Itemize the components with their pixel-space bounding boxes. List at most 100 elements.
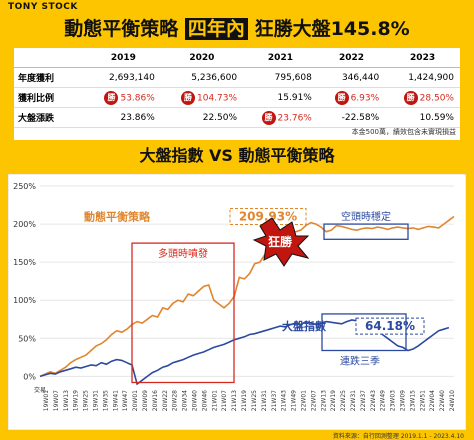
x-tick-label: 20W01 [132, 390, 139, 411]
x-tick-label: 20W28 [172, 390, 179, 411]
cell-value: 28.50% [419, 93, 454, 103]
y-tick-label: 250% [13, 182, 36, 191]
y-tick-label: 50% [18, 334, 36, 343]
x-tick-label: 23W03 [390, 390, 397, 411]
x-tick-label: 20W40 [192, 390, 199, 411]
page-title: 動態平衡策略 四年內 狂勝大盤145.8% [0, 14, 474, 41]
x-tick-label: 22W37 [360, 390, 367, 411]
x-tick-label: 21W25 [251, 390, 258, 411]
table-row: 獲利比例 勝 53.86% 勝 104.73% 15.91% 勝 6.93% 勝 28.… [14, 87, 460, 108]
table-cell: 5,236,600 [160, 67, 244, 88]
win-badge: 勝 [181, 90, 196, 105]
x-tick-label: 19W25 [83, 390, 90, 411]
table-header-row: 2019 2020 2021 2022 2023 [14, 48, 460, 68]
win-badge: 勝 [334, 90, 349, 105]
x-tick-label: 21W01 [211, 390, 218, 411]
table-corner [14, 48, 86, 68]
table-cell: 10.59% [385, 107, 460, 128]
table-cell: 22.50% [160, 107, 244, 128]
x-tick-label: 22W19 [330, 390, 337, 411]
cell-value: 6.93% [350, 93, 380, 103]
y-tick-label: 0% [23, 372, 36, 381]
table-cell: 795,608 [243, 67, 318, 88]
annotation-box [323, 223, 409, 240]
x-tick-label: 24W10 [449, 390, 456, 411]
x-tick-label: 19W41 [112, 390, 119, 411]
table-row: 年度獲利 2,693,140 5,236,600 795,608 346,440… [14, 67, 460, 88]
annotation-box [321, 313, 407, 352]
annotation-label: 連跌三季 [340, 354, 380, 367]
x-tick-label: 20W16 [152, 390, 159, 411]
table-cell: 勝 6.93% [317, 87, 386, 108]
x-tick-label: 22W01 [300, 390, 307, 411]
x-tick-label: 22W49 [380, 390, 387, 411]
final-value-box [355, 317, 425, 335]
x-tick-label: 20W22 [162, 390, 169, 411]
x-tick-label: 22W13 [320, 390, 327, 411]
y-tick-label: 100% [13, 296, 36, 305]
y-tick-label: 150% [13, 258, 36, 267]
x-tick-label: 19W19 [73, 390, 80, 411]
x-tick-label: 20W34 [182, 390, 189, 411]
x-tick-label: 19W35 [102, 390, 109, 411]
win-burst [252, 217, 310, 267]
win-badge: 勝 [261, 110, 276, 125]
chart-title: 大盤指數 VS 動態平衡策略 [139, 146, 335, 165]
x-tick-label: 19W13 [63, 390, 70, 411]
win-badge: 勝 [403, 90, 418, 105]
title-part-2: 狂勝大盤145.8% [254, 18, 410, 40]
x-tick-label: 21W19 [241, 390, 248, 411]
table-cell: 2,693,140 [86, 67, 161, 88]
y-tick-label: 200% [13, 220, 36, 229]
table-cell: 勝 28.50% [385, 87, 460, 108]
table-row: 大盤漲跌 23.86% 22.50% 勝 23.76% -22.58% 10.59… [14, 107, 460, 128]
x-tick-label: 21W07 [221, 390, 228, 411]
x-tick-label: 20W09 [142, 390, 149, 411]
year-header: 2020 [160, 48, 244, 68]
year-header: 2021 [243, 48, 318, 68]
table-cell: 勝 104.73% [160, 87, 244, 108]
x-tick-label: 19W31 [93, 390, 100, 411]
x-tick-label: 22W04 [429, 390, 436, 411]
x-tick-label: 23W09 [399, 390, 406, 411]
table-cell: 346,440 [317, 67, 386, 88]
x-tick-label: 19W07 [53, 390, 60, 411]
x-tick-label: 22W40 [439, 390, 446, 411]
annotation-label: 空頭時穩定 [341, 210, 391, 223]
table-note: 本金500萬，績效包含未實現損益 [351, 128, 456, 136]
x-tick-label: 21W31 [261, 390, 268, 411]
row-label: 獲利比例 [14, 87, 86, 108]
year-header: 2023 [385, 48, 460, 68]
final-value-label: 209.93% [239, 209, 297, 223]
series-line [39, 215, 455, 378]
x-tick-label: 20W46 [201, 390, 208, 411]
brand-logo: TONY STOCK [8, 2, 78, 12]
cell-value: 53.86% [120, 93, 155, 103]
x-tick-label: 22W07 [310, 390, 317, 411]
x-tick-label: 21W43 [281, 390, 288, 411]
win-badge: 勝 [104, 90, 119, 105]
x-tick-label: 22W25 [340, 390, 347, 411]
cell-value: 104.73% [197, 93, 238, 103]
win-burst-label: 狂勝 [268, 234, 293, 249]
table-cell: 勝 23.76% [243, 107, 318, 128]
cell-value: 23.76% [277, 113, 312, 123]
table-cell: 1,424,900 [385, 67, 460, 88]
x-tick-label: 19W01 [43, 390, 50, 411]
row-label: 年度獲利 [14, 67, 86, 88]
table-cell: -22.58% [317, 107, 386, 128]
performance-table: 2019 2020 2021 2022 2023 年度獲利 2,693,140 … [14, 48, 460, 140]
x-tick-label: 22W31 [350, 390, 357, 411]
x-tick-label: 交易 [34, 386, 46, 394]
annotation-label: 多頭時噴發 [158, 247, 208, 260]
x-tick-label: 22W43 [370, 390, 377, 411]
x-tick-label: 21W37 [271, 390, 278, 411]
title-highlight: 四年內 [184, 18, 248, 40]
credit-text: 資料來源：自行回測整理 2019.1.1 - 2023.4.10 [332, 433, 464, 440]
series-label: 大盤指數 [282, 319, 326, 333]
year-header: 2019 [86, 48, 161, 68]
annotation-box [131, 242, 235, 384]
x-tick-label: 19W47 [122, 390, 129, 411]
table-cell: 勝 53.86% [86, 87, 161, 108]
